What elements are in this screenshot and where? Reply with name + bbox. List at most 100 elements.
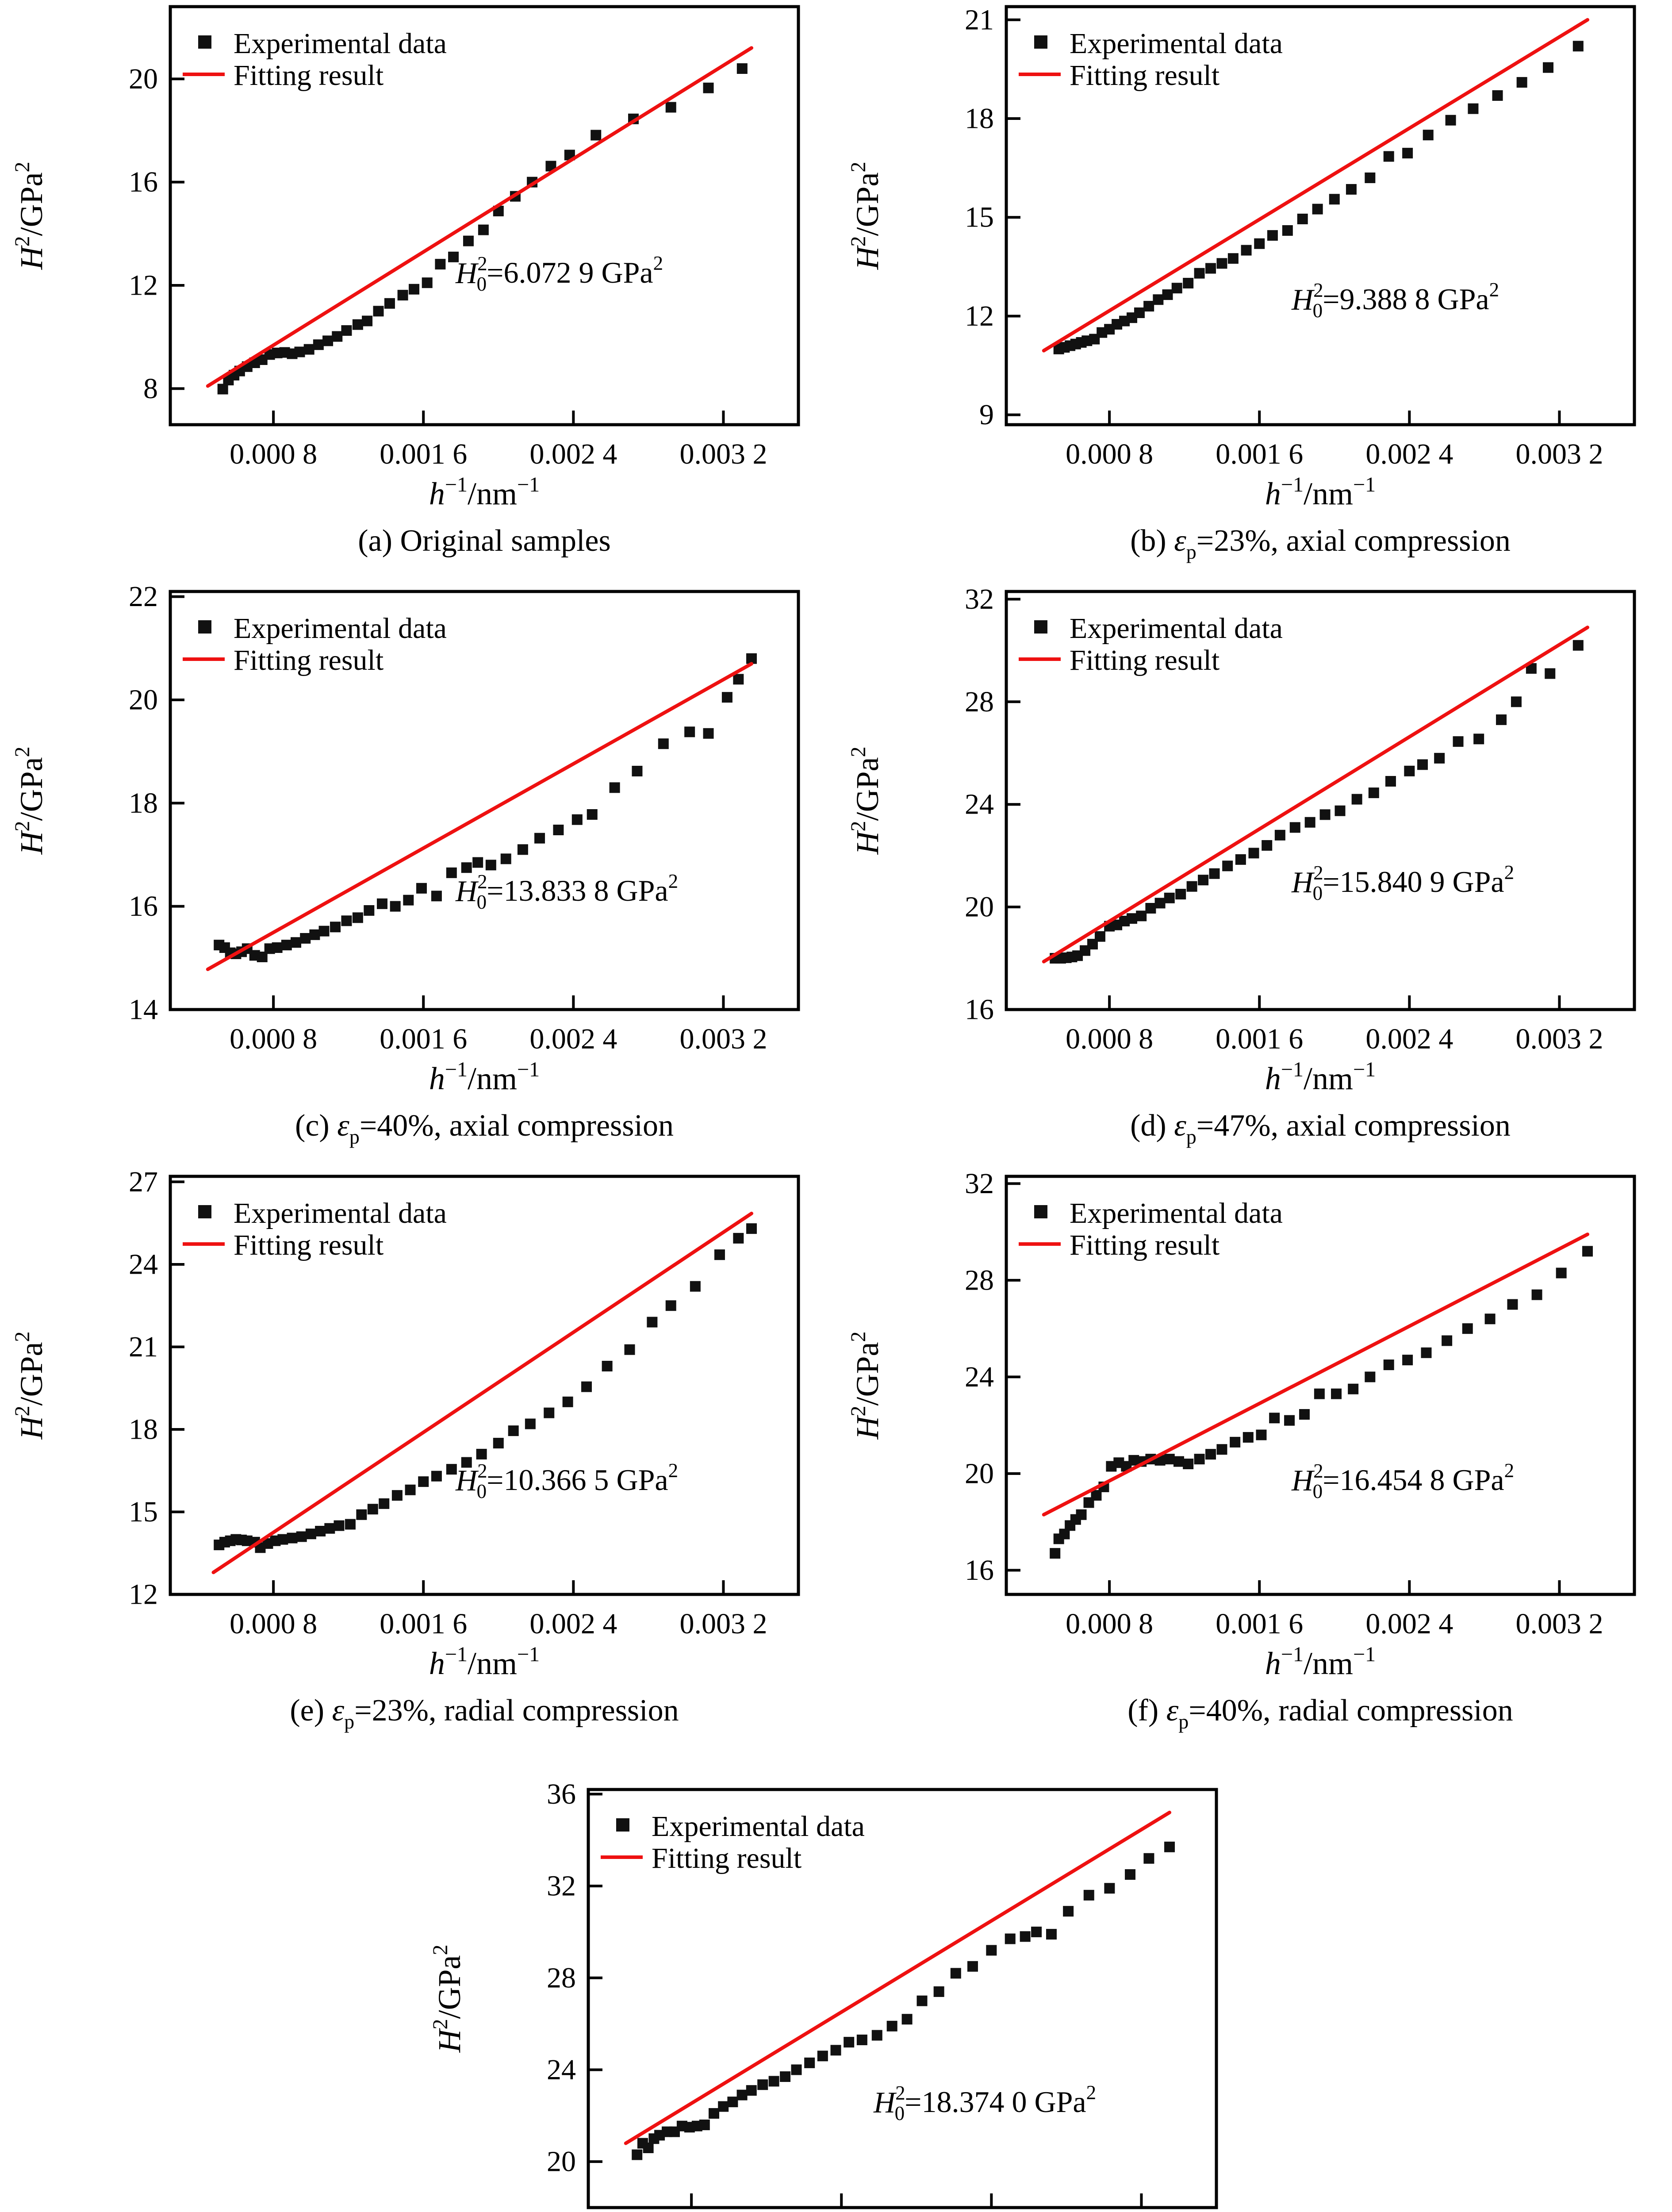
data-point (1545, 668, 1556, 679)
subplot-f-svg: 16 20 24 28 32 0.000 8 0.001 6 0.002 4 0.003 2 H2… (847, 1170, 1636, 1733)
data-point (844, 2037, 855, 2048)
data-point (1083, 1889, 1094, 1901)
fitting-line (206, 46, 754, 388)
x-tick-label: 0.002 4 (529, 1608, 617, 1640)
y-tick-label: 16 (965, 994, 994, 1026)
data-point (699, 2120, 710, 2131)
data-point (1205, 1449, 1216, 1460)
data-point (746, 2085, 757, 2096)
data-point (1031, 1926, 1042, 1937)
subplot-caption: (d) εp=47%, axial compression (1130, 1109, 1511, 1148)
experimental-data-points (1053, 41, 1584, 354)
data-point (647, 1317, 658, 1328)
x-tick-label: 0.000 8 (1066, 1023, 1153, 1055)
data-point (485, 860, 496, 871)
data-point (718, 2101, 729, 2112)
svg-text:h−1/nm−1: h−1/nm−1 (1265, 1643, 1376, 1681)
experimental-data-points (632, 1841, 1175, 2160)
y-tick-label: 20 (129, 63, 158, 95)
y-axis-label: H2/GPa2 (847, 747, 885, 855)
data-point (315, 1526, 326, 1537)
h0-annotation-text: H2 0=6.072 9 GPa2 (455, 252, 663, 295)
data-point (780, 2071, 791, 2082)
y-tick-label: 9 (979, 399, 994, 431)
data-point (416, 883, 427, 894)
data-point (746, 1223, 757, 1234)
data-point (571, 814, 583, 825)
x-tick-label: 0.001 6 (1216, 1608, 1303, 1640)
data-point (665, 1300, 676, 1311)
data-point (1346, 184, 1357, 195)
h0-annotation-text: H2 0=13.833 8 GPa2 (455, 870, 678, 913)
data-point (525, 1418, 536, 1429)
data-point (1531, 1289, 1542, 1300)
data-point (736, 2089, 748, 2101)
y-tick-label: 22 (129, 585, 158, 613)
data-point (341, 915, 352, 926)
legend-fitting-label: Fitting result (234, 644, 383, 676)
svg-text:h−1/nm−1: h−1/nm−1 (1265, 473, 1376, 511)
fitting-line (211, 1211, 754, 1575)
x-tick-label: 0.002 4 (1365, 1608, 1453, 1640)
subplot-c: 14 16 18 20 22 0.000 8 0.001 6 0.002 4 0.003 2 H2… (0, 585, 836, 1170)
data-point (1262, 840, 1273, 851)
svg-text:H2/GPa2: H2/GPa2 (11, 162, 49, 270)
data-point (721, 692, 732, 703)
svg-text:(b) εp=23%, axial compression: (b) εp=23%, axial compression (1130, 524, 1511, 563)
x-tick-label: 0.000 8 (230, 1023, 317, 1055)
x-tick-label: 0.003 2 (1515, 438, 1603, 470)
plot-frame (1005, 5, 1636, 426)
data-point (1164, 1454, 1175, 1465)
h0-annotation: H2 0=18.374 0 GPa2 (873, 2081, 1096, 2124)
data-point (1423, 130, 1434, 141)
data-point (986, 1945, 997, 1956)
x-tick-label: 0.000 8 (230, 1608, 317, 1640)
legend-experimental-label: Experimental data (1070, 612, 1283, 645)
data-point (1319, 809, 1331, 820)
data-point (1516, 77, 1527, 88)
plot-frame (1005, 590, 1636, 1011)
h0-annotation: H2 0=13.833 8 GPa2 (455, 870, 678, 913)
data-point (1434, 753, 1445, 764)
subplot-e: 12 15 18 21 24 27 0.000 8 0.001 6 0.002 4 0.003 2… (0, 1170, 836, 1755)
h0-annotation-text: H2 0=18.374 0 GPa2 (873, 2081, 1096, 2124)
data-point (364, 905, 375, 916)
data-point (1094, 931, 1105, 942)
data-point (1154, 898, 1166, 909)
data-point (1046, 1929, 1057, 1940)
x-axis: 0.000 80.001 60.002 40.003 2 (690, 2193, 1143, 2206)
data-point (714, 1249, 725, 1260)
data-point (562, 1396, 573, 1407)
data-point (1331, 1388, 1342, 1399)
data-point (478, 224, 489, 235)
data-point (1417, 759, 1428, 770)
subplot-a-svg: 8 12 16 20 0.000 8 0.001 6 0.002 4 0.003 2 H2/GP… (11, 5, 800, 558)
data-point (1216, 258, 1227, 269)
data-point (1462, 1323, 1473, 1334)
data-point (334, 1520, 345, 1531)
data-point (901, 2014, 913, 2025)
data-point (1171, 283, 1182, 294)
data-point (791, 2064, 802, 2075)
data-point (500, 853, 511, 864)
data-point (508, 1425, 519, 1436)
data-point (643, 2143, 654, 2153)
y-tick-label: 15 (129, 1496, 158, 1528)
x-tick-label: 0.003 2 (679, 438, 767, 470)
y-axis: 12 15 18 21 24 27 (129, 1170, 184, 1611)
h0-annotation-text: H2 0=9.388 8 GPa2 (1291, 279, 1499, 322)
fitting-line (1042, 18, 1590, 353)
subplot-a: 8 12 16 20 0.000 8 0.001 6 0.002 4 0.003 2 H2/GP… (0, 0, 836, 585)
data-point (352, 912, 363, 923)
data-point (1222, 860, 1233, 872)
data-point (1314, 1388, 1325, 1399)
data-point (632, 2149, 643, 2160)
data-point (1127, 913, 1137, 924)
data-point (1198, 875, 1209, 886)
data-point (1183, 1459, 1194, 1470)
data-point (1383, 1359, 1394, 1371)
